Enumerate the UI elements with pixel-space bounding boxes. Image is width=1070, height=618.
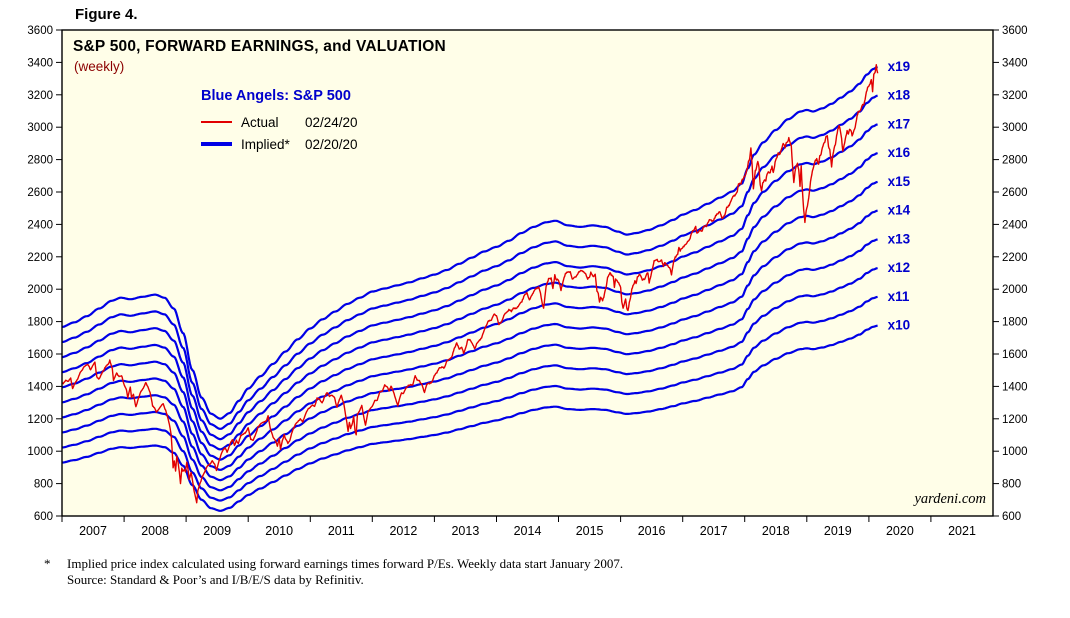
legend-item-actual: Actual 02/24/20 [201, 111, 358, 133]
actual-line [62, 64, 879, 504]
watermark-yardeni: yardeni.com [914, 491, 986, 507]
svg-text:2016: 2016 [638, 524, 666, 538]
svg-text:2800: 2800 [27, 155, 53, 167]
svg-text:2019: 2019 [824, 524, 852, 538]
svg-text:2800: 2800 [1002, 155, 1028, 167]
svg-text:1400: 1400 [1002, 381, 1028, 393]
x-axis-ticks [61, 516, 932, 522]
svg-text:1000: 1000 [1002, 446, 1028, 458]
svg-text:1200: 1200 [27, 414, 53, 426]
multiple-label-x16: x16 [888, 145, 911, 160]
svg-text:2200: 2200 [27, 252, 53, 264]
plot-background [62, 30, 993, 516]
svg-text:2009: 2009 [203, 524, 231, 538]
svg-text:1600: 1600 [1002, 349, 1028, 361]
y-axis-ticks [56, 29, 999, 517]
multiple-label-x11: x11 [888, 289, 910, 304]
svg-text:2000: 2000 [1002, 284, 1028, 296]
svg-text:1000: 1000 [27, 446, 53, 458]
svg-text:3600: 3600 [1002, 25, 1028, 37]
implied-line-x18 [62, 94, 878, 430]
actual-line-swatch [201, 121, 232, 123]
footnote-line-2: Source: Standard & Poor’s and I/B/E/S da… [67, 572, 364, 588]
chart-subtitle: (weekly) [74, 59, 125, 74]
x-axis-labels: 2007 2008 2009 2010 2011 2012 2013 2014 2015 2016… [79, 524, 976, 538]
svg-text:1400: 1400 [27, 381, 53, 393]
svg-text:800: 800 [34, 479, 53, 491]
svg-text:2012: 2012 [389, 524, 417, 538]
svg-text:2010: 2010 [265, 524, 293, 538]
svg-text:2008: 2008 [141, 524, 169, 538]
multiple-label-x10: x10 [888, 318, 911, 333]
y-axis-labels: 600 600 800 800 1000 1000 1200 1200 1400 1400 1600… [27, 25, 1027, 523]
svg-text:2011: 2011 [328, 524, 355, 538]
multiple-label-x19: x19 [888, 59, 911, 74]
multiple-label-x13: x13 [888, 231, 911, 246]
svg-text:1800: 1800 [27, 317, 53, 329]
svg-text:600: 600 [1002, 511, 1021, 523]
implied-line-x16 [62, 152, 878, 451]
legend-title: Blue Angels: S&P 500 [201, 88, 351, 104]
multiple-label-x15: x15 [888, 174, 911, 189]
chart-title: S&P 500, FORWARD EARNINGS, and VALUATION [73, 38, 446, 55]
svg-text:2017: 2017 [700, 524, 728, 538]
multiple-label-x17: x17 [888, 116, 911, 131]
svg-text:3200: 3200 [1002, 90, 1028, 102]
svg-text:2000: 2000 [27, 284, 53, 296]
legend-item-implied: Implied* 02/20/20 [201, 133, 358, 155]
implied-line-swatch [201, 142, 232, 146]
svg-text:2014: 2014 [514, 524, 542, 538]
plot-border [61, 29, 994, 517]
multiple-label-x14: x14 [888, 203, 911, 218]
implied-line-x15 [62, 180, 878, 461]
multiple-label-x18: x18 [888, 88, 911, 103]
implied-line-x11 [62, 295, 878, 502]
footnote: * Implied price index calculated using f… [44, 556, 623, 589]
svg-text:3400: 3400 [27, 57, 53, 69]
svg-text:2200: 2200 [1002, 252, 1028, 264]
figure-label: Figure 4. [75, 6, 138, 23]
svg-text:3200: 3200 [27, 90, 53, 102]
footnote-line-1: Implied price index calculated using for… [67, 556, 624, 571]
svg-text:2400: 2400 [27, 219, 53, 231]
legend-label-implied: Implied* [241, 136, 290, 152]
svg-text:2015: 2015 [576, 524, 604, 538]
svg-text:1800: 1800 [1002, 317, 1028, 329]
legend-date-actual: 02/24/20 [305, 114, 358, 130]
multiple-label-x12: x12 [888, 260, 911, 275]
svg-text:2021: 2021 [948, 524, 976, 538]
svg-text:3400: 3400 [1002, 57, 1028, 69]
implied-line-x17 [62, 123, 878, 441]
multiple-labels: x10 x11 x12 x13 x14 x15 x16 x17 x18 x19 [888, 59, 911, 333]
footnote-asterisk: * [44, 556, 51, 571]
svg-text:1200: 1200 [1002, 414, 1028, 426]
svg-text:800: 800 [1002, 479, 1021, 491]
legend: Blue Angels: S&P 500 Actual 02/24/20 Imp… [201, 88, 358, 155]
implied-line-x13 [62, 238, 878, 482]
svg-text:2007: 2007 [79, 524, 107, 538]
implied-line-x12 [62, 267, 878, 492]
svg-text:3000: 3000 [27, 122, 53, 134]
legend-date-implied: 02/20/20 [305, 136, 358, 152]
implied-line-x14 [62, 209, 878, 471]
svg-text:2020: 2020 [886, 524, 914, 538]
svg-text:2400: 2400 [1002, 219, 1028, 231]
implied-lines [62, 65, 878, 512]
svg-text:3600: 3600 [27, 25, 53, 37]
svg-text:3000: 3000 [1002, 122, 1028, 134]
svg-text:2600: 2600 [27, 187, 53, 199]
legend-label-actual: Actual [241, 114, 279, 130]
svg-text:2600: 2600 [1002, 187, 1028, 199]
svg-text:1600: 1600 [27, 349, 53, 361]
svg-text:2013: 2013 [451, 524, 479, 538]
svg-text:2018: 2018 [762, 524, 790, 538]
svg-text:600: 600 [34, 511, 53, 523]
